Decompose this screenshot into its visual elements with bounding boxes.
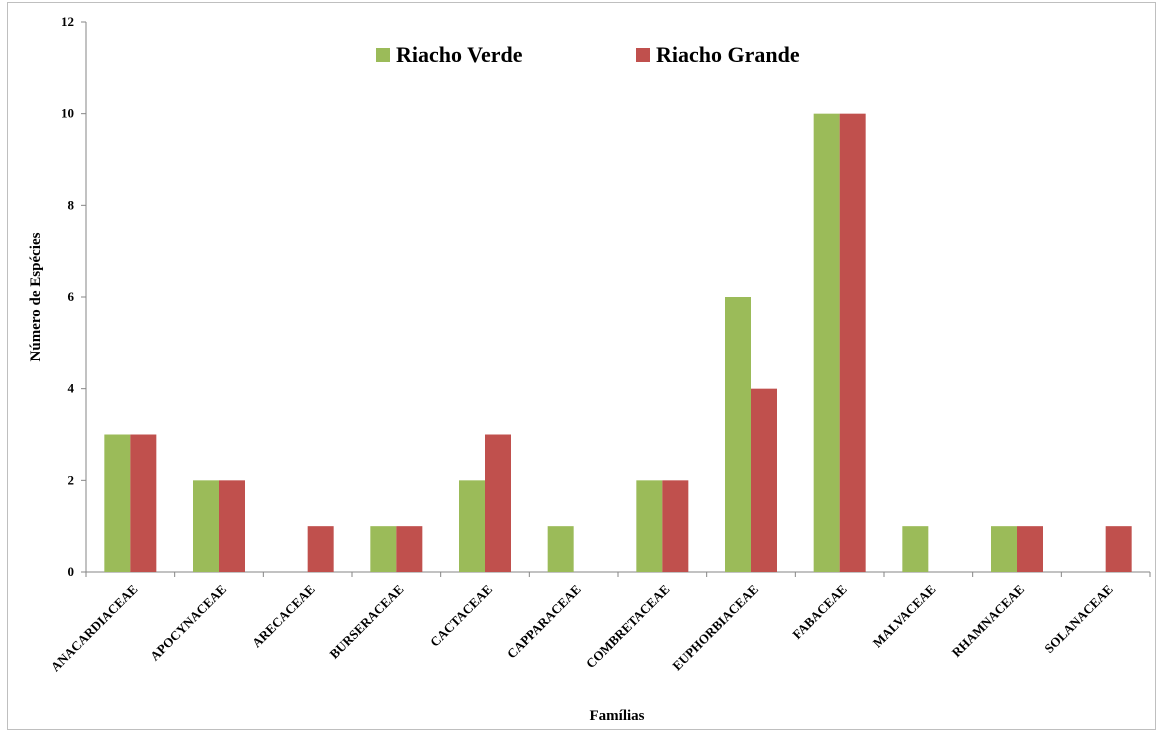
bar-series-1 [813, 113, 840, 573]
bar-series-2 [1105, 526, 1132, 572]
bar-series-1 [370, 526, 397, 572]
bar-series-2 [751, 388, 777, 572]
x-tick-label: RHAMNACEAE [949, 582, 1028, 661]
bar-series-2 [485, 434, 511, 572]
x-tick-label: FABACEAE [789, 582, 849, 642]
bar-series-1 [193, 480, 219, 572]
x-axis: ANACARDIACEAE APOCYNACEAE ARECACEAE BURSERA… [48, 571, 1151, 675]
bar-series-2 [219, 480, 245, 572]
x-tick-label: BURSERACEAE [326, 582, 406, 662]
legend-label: Riacho Verde [396, 42, 523, 67]
x-tick-label: CACTACEAE [427, 582, 495, 650]
y-tick-label: 6 [68, 289, 75, 304]
bar-series-2 [1017, 526, 1043, 572]
bar-series-1 [104, 434, 131, 572]
y-tick-label: 0 [68, 564, 75, 579]
x-tick-label: COMBRETACEAE [583, 582, 673, 672]
y-tick-label: 8 [68, 197, 75, 212]
x-tick-label: SOLANACEAE [1041, 582, 1115, 656]
legend-swatch [376, 48, 390, 62]
bar-series-1 [991, 526, 1017, 572]
bar-series-1 [636, 480, 663, 572]
legend-label: Riacho Grande [656, 42, 800, 67]
y-tick-label: 12 [61, 14, 74, 29]
x-tick-label: CAPPARACEAE [504, 582, 584, 662]
bar-series-2 [839, 113, 866, 573]
y-tick-label: 10 [61, 106, 74, 121]
x-axis-title: Famílias [590, 708, 645, 724]
x-tick-label: APOCYNACEAE [147, 582, 229, 664]
bar-series-2 [662, 480, 689, 572]
x-tick-label: MALVACEAE [870, 582, 939, 651]
y-axis-title: Número de Espécies [28, 232, 44, 361]
y-axis: 0 2 4 6 8 10 12 [61, 14, 87, 579]
bar-series-1 [547, 526, 574, 572]
legend-swatch [636, 48, 650, 62]
bar-series-1 [725, 297, 751, 572]
legend: Riacho Verde Riacho Grande [376, 42, 800, 67]
x-tick-label: ANACARDIACEAE [48, 582, 141, 675]
bars [104, 113, 1132, 573]
bar-series-1 [459, 480, 485, 572]
x-tick-label: EUPHORBIACEAE [669, 582, 761, 674]
y-tick-label: 4 [68, 381, 75, 396]
bar-series-2 [130, 434, 157, 572]
bar-series-2 [307, 526, 334, 572]
bar-series-2 [396, 526, 423, 572]
x-tick-label: ARECACEAE [249, 582, 318, 651]
chart-frame [7, 2, 1156, 730]
y-tick-label: 2 [68, 472, 75, 487]
bar-series-1 [902, 526, 929, 572]
